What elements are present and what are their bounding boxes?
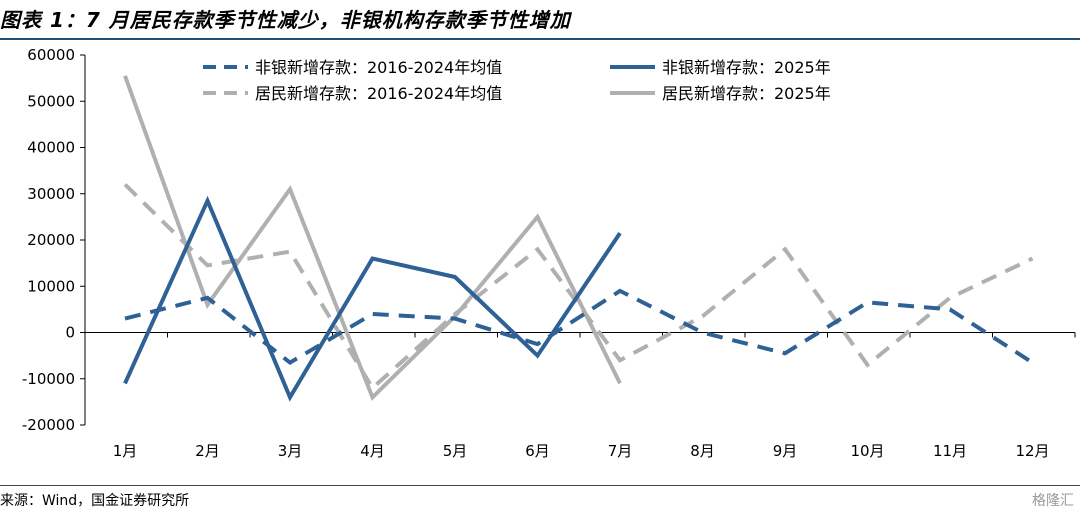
x-tick-label: 5月 xyxy=(443,442,468,460)
series-line-2 xyxy=(123,183,1034,392)
y-tick-label: 20000 xyxy=(27,231,75,249)
legend-label-2: 居民新增存款：2016-2024年均值 xyxy=(255,84,502,103)
x-tick-label: 7月 xyxy=(608,442,633,460)
legend: 非银新增存款：2016-2024年均值 非银新增存款：2025年居民新增存款：20… xyxy=(203,58,831,103)
x-tick-label: 11月 xyxy=(933,442,967,460)
legend-label-3: 居民新增存款：2025年 xyxy=(662,84,831,103)
series-layer xyxy=(123,75,1034,402)
x-tick-label: 6月 xyxy=(525,442,550,460)
y-tick-label: 10000 xyxy=(27,277,75,295)
series-line-0 xyxy=(124,288,1034,366)
title-divider xyxy=(0,38,1080,40)
x-tick-label: 4月 xyxy=(360,442,385,460)
x-tick-label: 2月 xyxy=(195,442,220,460)
y-tick-label: 30000 xyxy=(27,185,75,203)
line-chart: -20000 -10000 0 10000 20000 30000 40000 50000 60… xyxy=(22,46,1076,460)
y-tick-label: 60000 xyxy=(27,46,75,64)
x-tick-label: 1月 xyxy=(113,442,138,460)
y-tick-label: 40000 xyxy=(27,139,75,157)
x-tick-label: 3月 xyxy=(278,442,303,460)
watermark-logo: 格隆汇 xyxy=(1032,493,1074,509)
y-tick-label: 0 xyxy=(65,324,75,342)
y-tick-label: -10000 xyxy=(22,370,75,388)
legend-label-0: 非银新增存款：2016-2024年均值 xyxy=(255,58,502,77)
y-axis: -20000 -10000 0 10000 20000 30000 40000 50000 60… xyxy=(22,46,86,434)
series-line-1 xyxy=(123,195,622,402)
y-tick-label: 50000 xyxy=(27,92,75,110)
x-tick-label: 10月 xyxy=(850,442,884,460)
x-tick-label: 12月 xyxy=(1015,442,1049,460)
source-note: 来源：Wind，国金证券研究所 xyxy=(0,493,190,509)
x-axis: 1月 2月 3月 4月 5月 6月 7月 8月 9月 10月 11月 12月 xyxy=(84,332,1076,460)
y-tick-label: -20000 xyxy=(22,416,75,434)
x-tick-label: 8月 xyxy=(690,442,715,460)
legend-label-1: 非银新增存款：2025年 xyxy=(662,58,831,77)
series-line-3 xyxy=(123,75,622,401)
source-divider xyxy=(0,485,1080,486)
x-tick-label: 9月 xyxy=(773,442,798,460)
chart-title: 图表 1：7 月居民存款季节性减少，非银机构存款季节性增加 xyxy=(0,8,571,32)
